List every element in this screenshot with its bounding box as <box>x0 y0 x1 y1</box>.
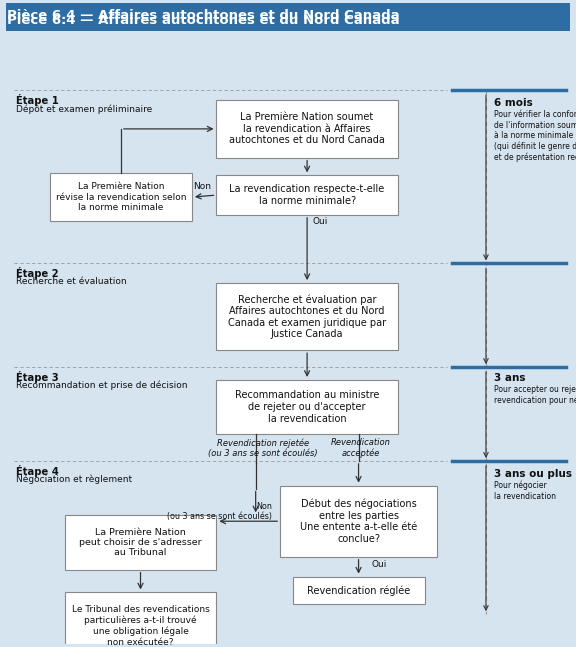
Text: Pour négocier
la revendication: Pour négocier la revendication <box>494 481 556 501</box>
Text: Recherche et évaluation par
Affaires autochtones et du Nord
Canada et examen jur: Recherche et évaluation par Affaires aut… <box>228 294 386 339</box>
Text: Recommandation au ministre
de rejeter ou d'accepter
la revendication: Recommandation au ministre de rejeter ou… <box>235 391 380 424</box>
Text: 3 ans ou plus: 3 ans ou plus <box>494 469 572 479</box>
FancyBboxPatch shape <box>217 175 398 215</box>
Text: Dépôt et examen préliminaire: Dépôt et examen préliminaire <box>16 104 152 114</box>
Text: Pièce 6.4 — Affaires autochtones et du Nord Canada: Pièce 6.4 — Affaires autochtones et du N… <box>7 14 400 27</box>
Text: 6 mois: 6 mois <box>494 98 533 108</box>
FancyBboxPatch shape <box>217 100 398 158</box>
FancyBboxPatch shape <box>280 486 437 557</box>
Text: Début des négociations
entre les parties
Une entente a-t-elle été
conclue?: Début des négociations entre les parties… <box>300 499 417 544</box>
Text: Oui: Oui <box>312 217 327 226</box>
Text: Recommandation et prise de décision: Recommandation et prise de décision <box>16 381 187 390</box>
FancyBboxPatch shape <box>50 173 192 221</box>
Text: Étape 1: Étape 1 <box>16 94 58 106</box>
Text: Pour accepter ou rejeter la
revendication pour négociation: Pour accepter ou rejeter la revendicatio… <box>494 385 576 405</box>
Text: Négociation et règlement: Négociation et règlement <box>16 475 132 484</box>
Text: Revendication rejetée
(ou 3 ans se sont écoulés): Revendication rejetée (ou 3 ans se sont … <box>208 438 318 458</box>
Text: Oui: Oui <box>372 560 386 569</box>
FancyBboxPatch shape <box>293 576 425 604</box>
Text: La Première Nation
peut choisir de s'adresser
au Tribunal: La Première Nation peut choisir de s'adr… <box>79 527 202 557</box>
Text: Étape 2: Étape 2 <box>16 267 58 280</box>
FancyBboxPatch shape <box>217 283 398 350</box>
Text: Non
(ou 3 ans se sont écoulés): Non (ou 3 ans se sont écoulés) <box>167 501 272 521</box>
Text: 3 ans: 3 ans <box>494 373 525 383</box>
FancyBboxPatch shape <box>65 515 217 569</box>
Text: La Première Nation
révise la revendication selon
la norme minimale: La Première Nation révise la revendicati… <box>56 182 186 212</box>
Text: Étape 4: Étape 4 <box>16 465 58 477</box>
Text: La revendication respecte-t-elle
la norme minimale?: La revendication respecte-t-elle la norm… <box>229 184 385 206</box>
Text: Étape 3: Étape 3 <box>16 371 58 383</box>
FancyBboxPatch shape <box>6 3 570 31</box>
Text: Pour vérifier la conformité
de l'information soumise
à la norme minimale
(qui dé: Pour vérifier la conformité de l'informa… <box>494 110 576 162</box>
Text: Recherche et évaluation: Recherche et évaluation <box>16 277 126 286</box>
Text: Non: Non <box>194 182 211 191</box>
Text: Le Tribunal des revendications
particulières a-t-il trouvé
une obligation légale: Le Tribunal des revendications particuli… <box>71 606 210 647</box>
Text: Revendication réglée: Revendication réglée <box>308 585 411 596</box>
Text: Pièce 6.4 — Affaires autochtones et du Nord Canada: Pièce 6.4 — Affaires autochtones et du N… <box>7 9 400 22</box>
FancyBboxPatch shape <box>65 593 217 647</box>
Text: Revendication
acceptée: Revendication acceptée <box>331 438 391 458</box>
Text: La Première Nation soumet
la revendication à Affaires
autochtones et du Nord Can: La Première Nation soumet la revendicati… <box>229 113 385 146</box>
FancyBboxPatch shape <box>217 380 398 434</box>
